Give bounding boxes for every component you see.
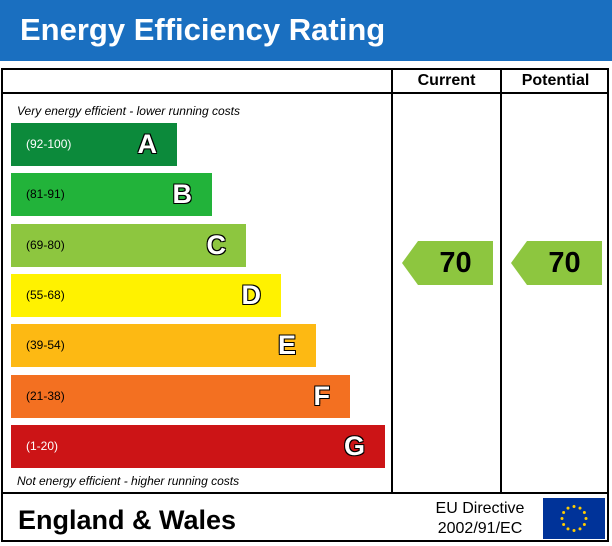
band-a-range: (92-100) [26, 137, 72, 151]
potential-rating-pointer: 70 [511, 241, 602, 285]
header-row-divider [1, 92, 609, 94]
eu-star [566, 527, 570, 531]
band-b-range: (81-91) [26, 187, 65, 201]
potential-rating-value: 70 [548, 247, 581, 279]
eu-star [578, 527, 582, 531]
band-a-letter: A [137, 129, 158, 159]
potential-pointer-shape [511, 241, 602, 285]
current-column-header: Current [417, 72, 476, 89]
eu-star [572, 529, 576, 532]
band-d-letter: D [241, 280, 262, 310]
eu-star [566, 506, 570, 510]
current-pointer-arrow [402, 241, 493, 285]
band-d: (55-68) D [11, 274, 281, 317]
band-g: (1-20) G [11, 425, 385, 468]
band-c: (69-80) C [11, 224, 246, 267]
column-divider-potential [500, 68, 502, 494]
eu-star [582, 511, 586, 514]
band-b-letter: B [172, 179, 193, 209]
band-c-letter: C [206, 230, 227, 260]
band-g-range: (1-20) [26, 439, 59, 453]
bottom-note: Not energy efficient - higher running co… [17, 474, 240, 488]
eu-directive-line1: EU Directive [435, 500, 525, 517]
band-f: (21-38) F [11, 375, 350, 418]
band-d-range: (55-68) [26, 288, 65, 302]
eu-star [584, 517, 588, 520]
eu-directive: EU Directive 2002/91/EC [420, 499, 540, 539]
band-e: (39-54) E [11, 324, 316, 367]
current-rating-pointer: 70 [402, 241, 493, 285]
eu-directive-line2: 2002/91/EC [437, 520, 523, 537]
eu-star [562, 523, 566, 526]
column-divider-current [391, 68, 393, 494]
band-e-range: (39-54) [26, 338, 65, 352]
header-bar: Energy Efficiency Rating [0, 0, 612, 61]
footer-divider [1, 492, 609, 494]
eu-star [572, 505, 576, 508]
eu-star [582, 523, 586, 526]
band-e-letter: E [277, 330, 296, 360]
eu-flag-icon [543, 498, 605, 539]
band-c-range: (69-80) [26, 238, 65, 252]
eu-star [562, 511, 566, 514]
chart-title: Energy Efficiency Rating [20, 12, 386, 47]
eu-star [560, 517, 564, 520]
band-f-letter: F [313, 381, 331, 411]
chart-frame [1, 68, 609, 542]
band-f-range: (21-38) [26, 389, 65, 403]
top-note: Very energy efficient - lower running co… [17, 104, 240, 118]
band-g-letter: G [343, 431, 365, 461]
current-pointer-shape [402, 241, 493, 285]
eu-star [578, 506, 582, 510]
band-a: (92-100) A [11, 123, 177, 166]
current-rating-value: 70 [439, 247, 472, 279]
region-label: England & Wales [18, 505, 237, 535]
potential-pointer-arrow [511, 241, 602, 285]
potential-column-header: Potential [521, 72, 590, 89]
band-b: (81-91) B [11, 173, 212, 216]
